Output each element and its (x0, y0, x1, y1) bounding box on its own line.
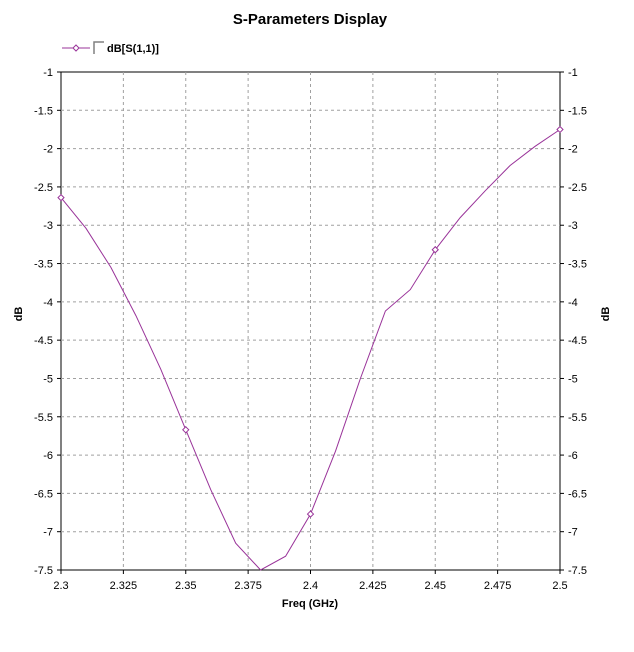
y-tick-label: -6 (43, 450, 53, 462)
y-tick-label: -1 (43, 67, 53, 79)
data-point-marker (556, 125, 564, 134)
y-axis-title-right: dB (600, 307, 612, 322)
data-point-marker (182, 426, 190, 434)
y-tick-label: -3 (43, 220, 53, 232)
x-tick-label: 2.375 (234, 580, 262, 592)
y-tick-label: -6.5 (34, 488, 53, 500)
x-tick-label: 2.325 (110, 580, 138, 592)
y-tick-label-right: -2.5 (568, 182, 587, 194)
y-tick-label-right: -6 (568, 450, 578, 462)
y-axis-right-ticks: -1 -1.5 -2 -2.5 -3 -3.5 -4 -4.5 -5 -5.5 -6 -6.5 -7 -7… (560, 67, 587, 577)
x-axis-title: Freq (GHz) (282, 598, 339, 610)
y-tick-label-right: -5 (568, 373, 578, 385)
y-tick-label-right: -4 (568, 297, 578, 309)
y-tick-label-right: -2 (568, 144, 578, 156)
series-s11 (57, 125, 564, 571)
x-tick-label: 2.475 (484, 580, 512, 592)
legend: dB[S(1,1)] (62, 41, 159, 55)
data-point-marker (431, 246, 439, 254)
data-point-marker (306, 510, 315, 518)
y-tick-label: -2 (43, 144, 53, 156)
y-tick-label-right: -1.5 (568, 105, 587, 117)
y-tick-label: -1.5 (34, 105, 53, 117)
chart-title: S-Parameters Display (233, 11, 388, 28)
y-tick-label: -5 (43, 373, 53, 385)
y-tick-label: -7 (43, 527, 53, 539)
y-tick-label: -4 (43, 297, 53, 309)
x-tick-label: 2.5 (552, 580, 567, 592)
legend-marker (72, 44, 80, 52)
y-tick-label-right: -3 (568, 220, 578, 232)
y-tick-label: -7.5 (34, 565, 53, 577)
y-tick-label-right: -6.5 (568, 488, 587, 500)
data-point-marker (57, 193, 65, 202)
y-tick-label-right: -4.5 (568, 335, 587, 347)
x-tick-label: 2.4 (303, 580, 318, 592)
y-tick-label: -3.5 (34, 259, 53, 271)
x-tick-label: 2.45 (425, 580, 446, 592)
y-tick-label-right: -3.5 (568, 259, 587, 271)
x-tick-label: 2.3 (53, 580, 68, 592)
legend-bracket-icon (93, 41, 104, 54)
x-tick-label: 2.35 (175, 580, 196, 592)
legend-label: dB[S(1,1)] (107, 43, 159, 55)
y-tick-label: -5.5 (34, 412, 53, 424)
x-tick-label: 2.425 (359, 580, 387, 592)
y-tick-label: -2.5 (34, 182, 53, 194)
y-tick-label: -4.5 (34, 335, 53, 347)
y-axis-left-ticks: -1 -1.5 -2 -2.5 -3 -3.5 -4 -4.5 -5 -5.5 -6 -6.5 -7 -7… (34, 67, 61, 577)
y-tick-label-right: -7 (568, 527, 578, 539)
x-axis-ticks: 2.3 2.325 2.35 2.375 2.4 2.425 2.45 2.475 2.5 (53, 570, 568, 592)
y-tick-label-right: -1 (568, 67, 578, 79)
y-tick-label-right: -7.5 (568, 565, 587, 577)
y-axis-title-left: dB (13, 307, 25, 322)
y-tick-label-right: -5.5 (568, 412, 587, 424)
grid-lines (61, 72, 560, 570)
